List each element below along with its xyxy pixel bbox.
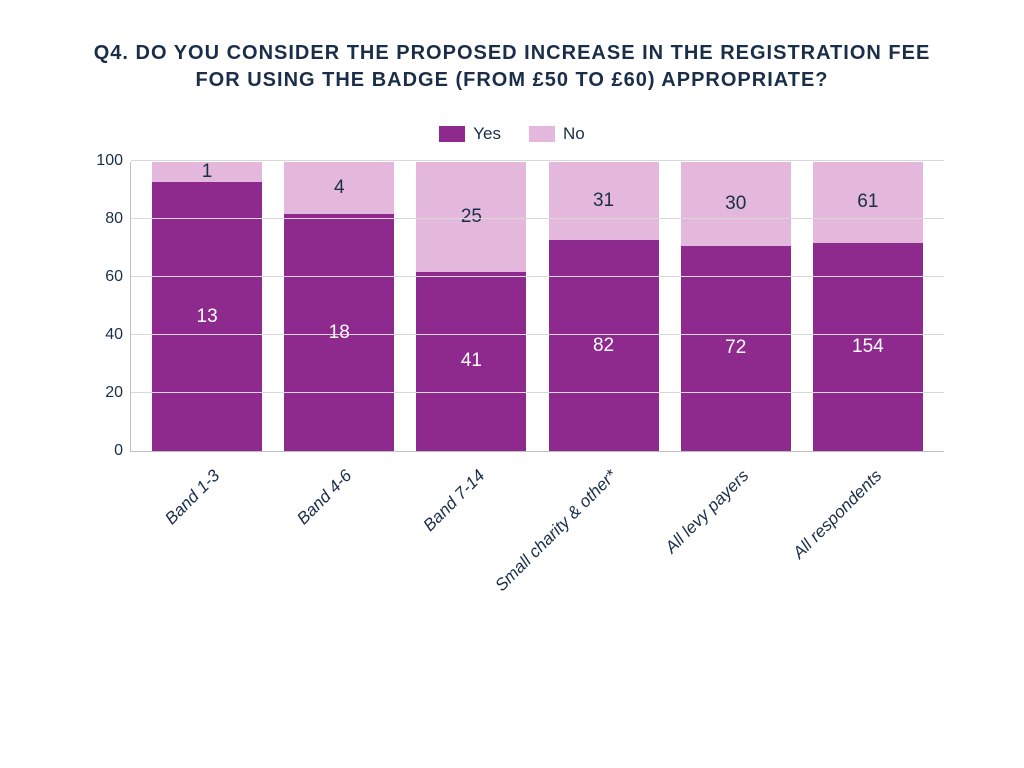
bar-segment-yes: 13 [152,182,262,451]
y-tick-label: 0 [91,442,123,460]
y-tick-label: 80 [91,210,123,228]
chart-title: Q4. DO YOU CONSIDER THE PROPOSED INCREAS… [82,40,942,94]
legend-label-yes: Yes [473,124,501,144]
gridline [131,276,944,277]
y-tick-label: 20 [91,384,123,402]
bar-segment-yes: 154 [813,243,923,451]
bar-segment-yes: 82 [549,240,659,451]
bar-segment-no: 31 [549,162,659,240]
bar-segment-no: 25 [416,162,526,272]
bar-group: 61154 [813,162,923,451]
x-label-slot: Band 4-6 [283,452,393,612]
bar-group: 113 [152,162,262,451]
y-tick-label: 100 [91,152,123,170]
x-label-slot: Band 1-3 [151,452,261,612]
bar-segment-no: 61 [813,162,923,243]
legend-label-no: No [563,124,585,144]
bar-segment-no: 4 [284,162,394,214]
bar-group: 2541 [416,162,526,451]
legend-swatch-yes [439,126,465,142]
legend: Yes No [60,124,964,144]
legend-item-no: No [529,124,585,144]
gridline [131,160,944,161]
bar-group: 3182 [549,162,659,451]
gridline [131,392,944,393]
x-label-slot: All respondents [813,452,923,612]
bar-group: 3072 [681,162,791,451]
y-tick-label: 60 [91,268,123,286]
bar-segment-yes: 18 [284,214,394,451]
x-label-slot: All levy payers [680,452,790,612]
bar-segment-no: 30 [681,162,791,246]
legend-swatch-no [529,126,555,142]
x-label-slot: Small charity & other* [548,452,658,612]
gridline [131,218,944,219]
y-tick-label: 40 [91,326,123,344]
x-axis-labels: Band 1-3Band 4-6Band 7-14Small charity &… [130,452,944,612]
gridline [131,334,944,335]
bar-segment-yes: 41 [416,272,526,451]
bar-segment-no: 1 [152,162,262,182]
bar-group: 418 [284,162,394,451]
chart-container: Q4. DO YOU CONSIDER THE PROPOSED INCREAS… [0,0,1024,768]
legend-item-yes: Yes [439,124,501,144]
